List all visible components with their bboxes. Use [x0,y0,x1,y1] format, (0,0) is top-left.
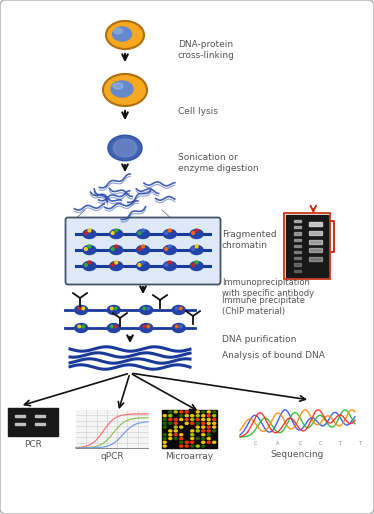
Ellipse shape [110,325,113,328]
Bar [294,251,301,253]
Ellipse shape [163,229,176,238]
Text: Immunoprecipitation
with specific antibody: Immunoprecipitation with specific antibo… [222,278,314,298]
Ellipse shape [114,140,136,156]
Ellipse shape [180,325,182,328]
Ellipse shape [163,437,166,439]
Ellipse shape [213,423,216,425]
Bar [294,257,301,260]
Text: DNA-protein
cross-linking: DNA-protein cross-linking [178,40,235,60]
Ellipse shape [185,445,188,447]
Ellipse shape [191,423,194,425]
Ellipse shape [88,261,91,264]
Ellipse shape [207,437,210,439]
Bar [294,269,301,272]
Ellipse shape [168,261,171,264]
Ellipse shape [83,262,96,270]
Text: T: T [359,441,362,446]
Ellipse shape [207,418,210,420]
Ellipse shape [115,261,117,264]
Ellipse shape [82,325,85,328]
Ellipse shape [196,418,199,420]
Ellipse shape [180,445,183,447]
Text: Microarray: Microarray [165,452,213,461]
Ellipse shape [202,437,205,439]
Ellipse shape [213,418,216,420]
Bar [309,231,322,235]
Ellipse shape [169,418,172,420]
Ellipse shape [110,229,123,238]
Ellipse shape [207,441,210,444]
Ellipse shape [196,411,199,413]
Ellipse shape [163,445,166,447]
Ellipse shape [190,229,203,238]
Ellipse shape [213,441,216,444]
Ellipse shape [85,264,87,266]
Ellipse shape [138,264,141,266]
Ellipse shape [202,426,205,428]
Ellipse shape [115,229,117,232]
Ellipse shape [147,325,150,328]
Ellipse shape [115,245,117,248]
Ellipse shape [191,415,194,417]
Text: Sonication or
enzyme digestion: Sonication or enzyme digestion [178,153,259,173]
Ellipse shape [110,262,123,270]
Ellipse shape [163,262,176,270]
Bar [294,226,301,228]
Ellipse shape [192,264,194,266]
Ellipse shape [174,411,177,413]
Ellipse shape [75,305,88,315]
Ellipse shape [185,418,188,420]
Text: Fragmented
chromatin: Fragmented chromatin [222,230,277,250]
Ellipse shape [202,441,205,444]
Ellipse shape [174,437,177,439]
Ellipse shape [185,411,188,413]
Ellipse shape [137,262,150,270]
Ellipse shape [172,305,185,315]
Ellipse shape [169,415,172,417]
Ellipse shape [163,415,166,417]
Ellipse shape [191,441,194,444]
Ellipse shape [174,434,177,436]
Text: A: A [276,441,280,446]
Ellipse shape [185,415,188,417]
Ellipse shape [111,137,140,159]
Ellipse shape [138,248,141,250]
Ellipse shape [174,430,177,432]
Text: Analysis of bound DNA: Analysis of bound DNA [222,352,325,360]
Bar [76,410,148,448]
Ellipse shape [111,264,114,266]
Ellipse shape [202,418,205,420]
Bar [294,263,301,266]
Ellipse shape [107,305,120,315]
Ellipse shape [75,323,88,333]
Bar [294,238,301,241]
Ellipse shape [213,426,216,428]
Ellipse shape [191,445,194,447]
Ellipse shape [190,246,203,254]
Ellipse shape [213,415,216,417]
Ellipse shape [88,245,91,248]
Text: Sequencing: Sequencing [270,450,324,459]
Ellipse shape [196,430,199,432]
Ellipse shape [169,434,172,436]
Text: DNA purification: DNA purification [222,336,296,344]
Ellipse shape [113,83,123,89]
Bar [36,415,46,417]
Ellipse shape [174,426,177,428]
Ellipse shape [172,323,185,333]
Ellipse shape [83,229,96,238]
Ellipse shape [169,423,172,425]
Ellipse shape [196,423,199,425]
Ellipse shape [142,245,144,248]
Ellipse shape [78,325,80,328]
Ellipse shape [202,415,205,417]
Ellipse shape [196,445,199,447]
Ellipse shape [83,246,96,254]
Ellipse shape [140,323,153,333]
Ellipse shape [163,426,166,428]
Ellipse shape [106,21,144,49]
Bar [294,232,301,234]
Ellipse shape [202,445,205,447]
Ellipse shape [185,441,188,444]
